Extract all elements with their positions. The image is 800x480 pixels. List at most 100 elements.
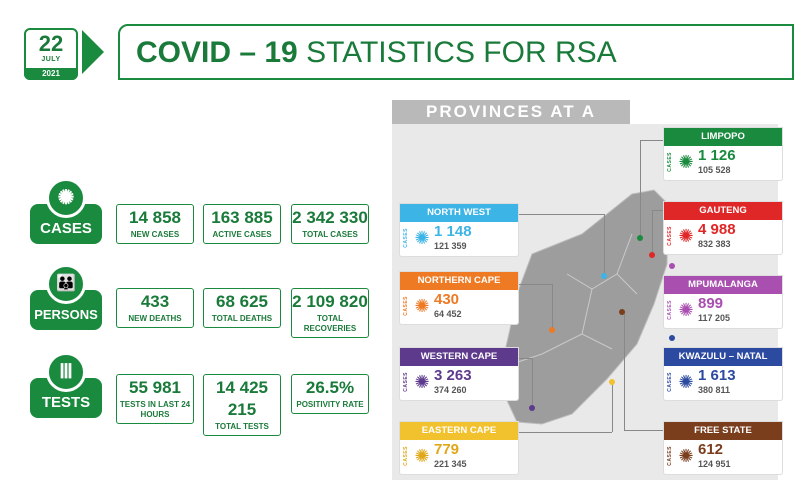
province-new-cases: 3 263: [434, 367, 472, 384]
map-dot-mpumalanga: [669, 263, 675, 269]
province-total-cases: 121 359: [434, 241, 467, 251]
province-card-western-cape: WESTERN CAPE CASES ✺ 3 263 374 260: [400, 348, 518, 400]
stat-value: 2 342 330: [292, 208, 368, 227]
persons-category: 👪 PERSONS: [30, 264, 102, 330]
stat-value: 433: [140, 292, 170, 311]
map-dot-gauteng: [649, 252, 655, 258]
leader-line-gauteng: [652, 210, 664, 211]
stat-value: 2 109 820: [292, 292, 368, 311]
virus-icon: ✺: [678, 300, 694, 320]
map-dot-kzn: [669, 335, 675, 341]
leader-line-limpopo: [640, 140, 641, 238]
virus-icon: ✺: [678, 226, 694, 246]
cases-tag: CASES: [403, 372, 409, 392]
stat-label: NEW DEATHS: [128, 314, 182, 323]
province-total-cases: 380 811: [698, 385, 731, 395]
title-bar: COVID – 19 STATISTICS FOR RSA: [118, 24, 794, 80]
province-card-kwazulu-natal: KWAZULU – NATAL CASES ✺ 1 613 380 811: [664, 348, 782, 400]
virus-icon: ✺: [414, 228, 430, 248]
province-name: NORTH WEST: [400, 204, 518, 222]
province-name: WESTERN CAPE: [400, 348, 518, 366]
test-tubes-icon: Ⅲ: [46, 352, 86, 392]
stat-label: TOTAL RECOVERIES: [303, 314, 357, 333]
province-new-cases: 612: [698, 441, 724, 458]
page-title: COVID – 19 STATISTICS FOR RSA: [136, 36, 617, 70]
province-total-cases: 64 452: [434, 309, 462, 319]
province-name: GAUTENG: [664, 202, 782, 220]
province-total-cases: 832 383: [698, 239, 731, 249]
virus-icon: ✺: [414, 296, 430, 316]
people-icon: 👪: [46, 264, 86, 304]
leader-line-limpopo-h: [640, 140, 664, 141]
leader-line-northern-cape: [518, 284, 552, 285]
stat-value: 14 425 215: [216, 378, 268, 419]
virus-icon: ✺: [678, 446, 694, 466]
province-name: EASTERN CAPE: [400, 422, 518, 440]
stat-total-recoveries: 2 109 820 TOTAL RECOVERIES: [291, 288, 369, 338]
cases-tag: CASES: [667, 372, 673, 392]
leader-line-northwest-v: [604, 214, 605, 276]
province-name: FREE STATE: [664, 422, 782, 440]
date-month: JULY: [41, 56, 61, 63]
virus-icon: ✺: [414, 446, 430, 466]
leader-line-gauteng-v: [652, 210, 653, 255]
title-bold: COVID – 19: [136, 36, 298, 69]
stat-label: TOTAL CASES: [302, 230, 358, 239]
map-dot-western-cape: [529, 405, 535, 411]
stat-label: TOTAL TESTS: [215, 422, 269, 431]
provinces-heading: PROVINCES AT A GLANCE: [392, 100, 630, 145]
stat-active-cases: 163 885 ACTIVE CASES: [203, 204, 281, 244]
leader-line-eastern-cape: [518, 432, 612, 433]
province-card-north-west: NORTH WEST CASES ✺ 1 148 121 359: [400, 204, 518, 256]
province-card-limpopo: LIMPOPO CASES ✺ 1 126 105 528: [664, 128, 782, 180]
map-dot-northwest: [601, 273, 607, 279]
stat-total-tests: 14 425 215 TOTAL TESTS: [203, 374, 281, 436]
leader-line-western-cape: [518, 358, 532, 359]
leader-line-eastern-cape-v: [612, 382, 613, 432]
virus-icon: ✺: [678, 152, 694, 172]
cases-tag: CASES: [403, 446, 409, 466]
stat-label: POSITIVITY RATE: [296, 400, 364, 409]
province-new-cases: 1 613: [698, 367, 736, 384]
cases-tag: CASES: [667, 300, 673, 320]
map-dot-limpopo: [637, 235, 643, 241]
province-name: KWAZULU – NATAL: [664, 348, 782, 366]
arrow-right-icon: [82, 30, 104, 74]
province-name: NORTHERN CAPE: [400, 272, 518, 290]
province-new-cases: 1 126: [698, 147, 736, 164]
stat-value: 68 625: [216, 292, 268, 311]
province-name: MPUMALANGA: [664, 276, 782, 294]
province-total-cases: 105 528: [698, 165, 731, 175]
map-dot-northern-cape: [549, 327, 555, 333]
date-year: 2021: [24, 68, 78, 80]
virus-icon: ✺: [414, 372, 430, 392]
province-card-northern-cape: NORTHERN CAPE CASES ✺ 430 64 452: [400, 272, 518, 324]
province-new-cases: 899: [698, 295, 724, 312]
stat-value: 26.5%: [305, 378, 355, 397]
cases-category: ✺ CASES: [30, 178, 102, 244]
tests-category: Ⅲ TESTS: [30, 352, 102, 418]
virus-icon: ✺: [678, 372, 694, 392]
province-total-cases: 221 345: [434, 459, 467, 469]
province-total-cases: 117 205: [698, 313, 731, 323]
leader-line-western-cape-v: [532, 358, 533, 408]
leader-line-northwest: [518, 214, 604, 215]
province-card-eastern-cape: EASTERN CAPE CASES ✺ 779 221 345: [400, 422, 518, 474]
province-card-free-state: FREE STATE CASES ✺ 612 124 951: [664, 422, 782, 474]
map-dot-eastern-cape: [609, 379, 615, 385]
cases-tag: CASES: [667, 446, 673, 466]
map-dot-free-state: [619, 309, 625, 315]
stat-tests-24h: 55 981 TESTS IN LAST 24 HOURS: [116, 374, 194, 424]
stat-value: 14 858: [129, 208, 181, 227]
province-total-cases: 374 260: [434, 385, 467, 395]
category-label: TESTS: [41, 394, 91, 411]
date-badge: 22 JULY 2021: [24, 28, 78, 80]
cases-tag: CASES: [667, 226, 673, 246]
province-new-cases: 4 988: [698, 221, 736, 238]
map-province-borders: [511, 233, 638, 365]
stat-positivity-rate: 26.5% POSITIVITY RATE: [291, 374, 369, 414]
cases-tag: CASES: [403, 228, 409, 248]
province-new-cases: 430: [434, 291, 460, 308]
province-card-gauteng: GAUTENG CASES ✺ 4 988 832 383: [664, 202, 782, 254]
stat-label: TOTAL DEATHS: [211, 314, 273, 323]
